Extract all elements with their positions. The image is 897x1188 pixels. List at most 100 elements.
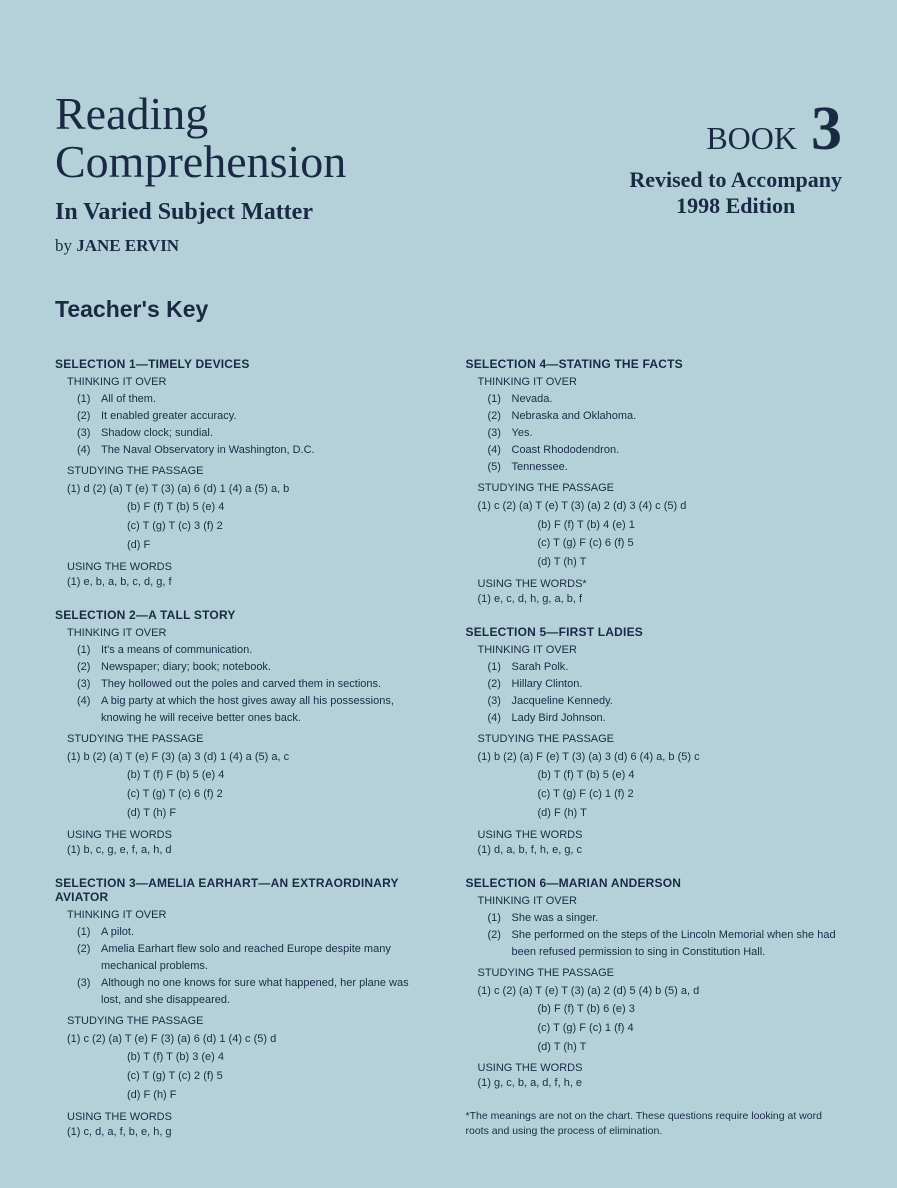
book-number: 3 bbox=[811, 94, 842, 165]
study-row: (c) T (g) F (c) 6 (f) 5 bbox=[478, 534, 843, 553]
title-line2: Comprehension bbox=[55, 136, 346, 187]
left-column: SELECTION 1—TIMELY DEVICES THINKING IT O… bbox=[55, 357, 432, 1158]
study-row: (c) T (g) T (c) 3 (f) 2 bbox=[67, 517, 432, 536]
selection-title: SELECTION 4—STATING THE FACTS bbox=[466, 357, 843, 371]
study-row: (1) d (2) (a) T (e) T (3) (a) 6 (d) 1 (4… bbox=[67, 480, 432, 499]
study-row: (1) c (2) (a) T (e) T (3) (a) 2 (d) 3 (4… bbox=[478, 497, 843, 516]
selection-3: SELECTION 3—AMELIA EARHART—AN EXTRAORDIN… bbox=[55, 876, 432, 1138]
thinking-label: THINKING IT OVER bbox=[478, 644, 843, 656]
thinking-list: (1)A pilot. (2)Amelia Earhart flew solo … bbox=[77, 924, 432, 1009]
title-block: Reading Comprehension In Varied Subject … bbox=[55, 90, 346, 256]
study-row: (d) T (h) F bbox=[67, 804, 432, 823]
author: JANE ERVIN bbox=[76, 236, 179, 255]
study-block: (1) b (2) (a) T (e) F (3) (a) 3 (d) 1 (4… bbox=[67, 748, 432, 823]
revised-text: Revised to Accompany 1998 Edition bbox=[629, 167, 842, 220]
thinking-item: (3)Yes. bbox=[488, 425, 843, 442]
book-block: BOOK 3 Revised to Accompany 1998 Edition bbox=[629, 90, 842, 220]
thinking-list: (1)Sarah Polk. (2)Hillary Clinton. (3)Ja… bbox=[488, 659, 843, 727]
study-row: (b) F (f) T (b) 5 (e) 4 bbox=[67, 498, 432, 517]
selection-title: SELECTION 3—AMELIA EARHART—AN EXTRAORDIN… bbox=[55, 876, 432, 904]
thinking-item: (1)Sarah Polk. bbox=[488, 659, 843, 676]
thinking-item: (4)The Naval Observatory in Washington, … bbox=[77, 442, 432, 459]
study-row: (1) b (2) (a) T (e) F (3) (a) 3 (d) 1 (4… bbox=[67, 748, 432, 767]
selection-title: SELECTION 6—MARIAN ANDERSON bbox=[466, 876, 843, 890]
study-row: (d) T (h) T bbox=[478, 1038, 843, 1057]
teachers-key-heading: Teacher's Key bbox=[55, 296, 842, 323]
thinking-item: (2)Newspaper; diary; book; notebook. bbox=[77, 659, 432, 676]
study-row: (d) F (h) T bbox=[478, 804, 843, 823]
using-line: (1) e, c, d, h, g, a, b, f bbox=[478, 593, 843, 605]
thinking-item: (3)Shadow clock; sundial. bbox=[77, 425, 432, 442]
columns: SELECTION 1—TIMELY DEVICES THINKING IT O… bbox=[55, 357, 842, 1158]
thinking-label: THINKING IT OVER bbox=[67, 376, 432, 388]
using-label: USING THE WORDS bbox=[478, 829, 843, 841]
selection-title: SELECTION 1—TIMELY DEVICES bbox=[55, 357, 432, 371]
right-column: SELECTION 4—STATING THE FACTS THINKING I… bbox=[466, 357, 843, 1158]
thinking-item: (2)Amelia Earhart flew solo and reached … bbox=[77, 941, 432, 975]
study-row: (1) b (2) (a) F (e) T (3) (a) 3 (d) 6 (4… bbox=[478, 748, 843, 767]
thinking-item: (2)Nebraska and Oklahoma. bbox=[488, 408, 843, 425]
selection-5: SELECTION 5—FIRST LADIES THINKING IT OVE… bbox=[466, 625, 843, 856]
studying-label: STUDYING THE PASSAGE bbox=[478, 733, 843, 745]
study-row: (c) T (g) T (c) 6 (f) 2 bbox=[67, 785, 432, 804]
thinking-list: (1)It's a means of communication. (2)New… bbox=[77, 642, 432, 727]
study-row: (d) F (h) F bbox=[67, 1086, 432, 1105]
study-row: (b) T (f) F (b) 5 (e) 4 bbox=[67, 766, 432, 785]
page: Reading Comprehension In Varied Subject … bbox=[0, 0, 897, 1188]
studying-label: STUDYING THE PASSAGE bbox=[67, 733, 432, 745]
thinking-item: (2)She performed on the steps of the Lin… bbox=[488, 927, 843, 961]
main-title: Reading Comprehension bbox=[55, 90, 346, 187]
thinking-item: (2)It enabled greater accuracy. bbox=[77, 408, 432, 425]
thinking-item: (1)It's a means of communication. bbox=[77, 642, 432, 659]
thinking-item: (3)They hollowed out the poles and carve… bbox=[77, 676, 432, 693]
studying-label: STUDYING THE PASSAGE bbox=[478, 482, 843, 494]
thinking-label: THINKING IT OVER bbox=[67, 909, 432, 921]
using-label: USING THE WORDS* bbox=[478, 578, 843, 590]
revised-line1: Revised to Accompany bbox=[629, 167, 842, 192]
thinking-list: (1)All of them. (2)It enabled greater ac… bbox=[77, 391, 432, 459]
revised-line2: 1998 Edition bbox=[676, 193, 795, 218]
study-block: (1) b (2) (a) F (e) T (3) (a) 3 (d) 6 (4… bbox=[478, 748, 843, 823]
thinking-label: THINKING IT OVER bbox=[67, 627, 432, 639]
study-row: (b) T (f) T (b) 3 (e) 4 bbox=[67, 1048, 432, 1067]
selection-title: SELECTION 2—A TALL STORY bbox=[55, 608, 432, 622]
thinking-item: (4)Coast Rhododendron. bbox=[488, 442, 843, 459]
study-row: (d) F bbox=[67, 536, 432, 555]
selection-6: SELECTION 6—MARIAN ANDERSON THINKING IT … bbox=[466, 876, 843, 1090]
studying-label: STUDYING THE PASSAGE bbox=[67, 465, 432, 477]
using-line: (1) d, a, b, f, h, e, g, c bbox=[478, 844, 843, 856]
study-row: (b) T (f) T (b) 5 (e) 4 bbox=[478, 766, 843, 785]
study-row: (1) c (2) (a) T (e) T (3) (a) 2 (d) 5 (4… bbox=[478, 982, 843, 1001]
byline: by JANE ERVIN bbox=[55, 236, 346, 256]
title-line1: Reading bbox=[55, 88, 208, 139]
thinking-item: (1)All of them. bbox=[77, 391, 432, 408]
study-row: (c) T (g) F (c) 1 (f) 2 bbox=[478, 785, 843, 804]
using-label: USING THE WORDS bbox=[67, 561, 432, 573]
thinking-item: (4)A big party at which the host gives a… bbox=[77, 693, 432, 727]
using-label: USING THE WORDS bbox=[67, 829, 432, 841]
selection-4: SELECTION 4—STATING THE FACTS THINKING I… bbox=[466, 357, 843, 605]
using-line: (1) g, c, b, a, d, f, h, e bbox=[478, 1077, 843, 1089]
thinking-item: (1)Nevada. bbox=[488, 391, 843, 408]
study-row: (d) T (h) T bbox=[478, 553, 843, 572]
thinking-item: (5)Tennessee. bbox=[488, 459, 843, 476]
byline-prefix: by bbox=[55, 236, 76, 255]
study-row: (b) F (f) T (b) 6 (e) 3 bbox=[478, 1000, 843, 1019]
thinking-item: (3)Although no one knows for sure what h… bbox=[77, 975, 432, 1009]
study-row: (c) T (g) T (c) 2 (f) 5 bbox=[67, 1067, 432, 1086]
selection-title: SELECTION 5—FIRST LADIES bbox=[466, 625, 843, 639]
subtitle: In Varied Subject Matter bbox=[55, 199, 346, 226]
study-block: (1) c (2) (a) T (e) T (3) (a) 2 (d) 5 (4… bbox=[478, 982, 843, 1057]
using-line: (1) c, d, a, f, b, e, h, g bbox=[67, 1126, 432, 1138]
thinking-label: THINKING IT OVER bbox=[478, 376, 843, 388]
footnote: *The meanings are not on the chart. Thes… bbox=[466, 1109, 843, 1138]
using-line: (1) b, c, g, e, f, a, h, d bbox=[67, 844, 432, 856]
studying-label: STUDYING THE PASSAGE bbox=[478, 967, 843, 979]
thinking-item: (4)Lady Bird Johnson. bbox=[488, 710, 843, 727]
study-row: (c) T (g) F (c) 1 (f) 4 bbox=[478, 1019, 843, 1038]
using-label: USING THE WORDS bbox=[67, 1111, 432, 1123]
thinking-list: (1)She was a singer. (2)She performed on… bbox=[488, 910, 843, 961]
study-row: (1) c (2) (a) T (e) F (3) (a) 6 (d) 1 (4… bbox=[67, 1030, 432, 1049]
selection-1: SELECTION 1—TIMELY DEVICES THINKING IT O… bbox=[55, 357, 432, 588]
thinking-item: (1)She was a singer. bbox=[488, 910, 843, 927]
